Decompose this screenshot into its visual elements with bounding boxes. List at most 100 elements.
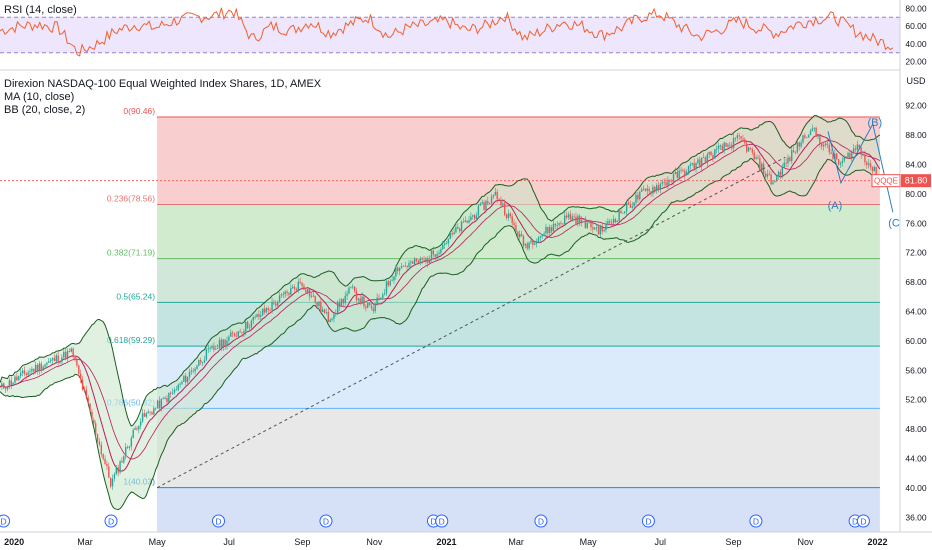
candle-body (695, 163, 697, 170)
candle-body (34, 364, 37, 372)
dividend-marker[interactable]: D (0, 514, 11, 528)
dividend-marker-label: D (645, 517, 651, 527)
candle-body (393, 276, 395, 281)
candle-body (635, 194, 637, 203)
candle-body (216, 348, 219, 349)
candle-body (156, 400, 159, 408)
dividend-marker-circle (856, 514, 870, 528)
candle-body (588, 220, 590, 223)
candle-body (205, 349, 208, 360)
candle-body (126, 447, 129, 448)
candle-body (269, 309, 271, 311)
candle-body (644, 188, 647, 191)
candle-body (537, 237, 540, 243)
price-axis[interactable]: 80.00 60.00 40.00 20.00 USD 92.00 88.00 84.00… (871, 0, 932, 532)
candle-body (487, 201, 489, 204)
candle-body (625, 202, 628, 212)
candle-body (731, 144, 733, 149)
dividend-marker[interactable]: D (104, 514, 118, 528)
dividend-marker[interactable]: D (212, 514, 226, 528)
candle-body (145, 413, 148, 417)
candle-body (243, 331, 245, 334)
candle-body (297, 281, 300, 291)
candle-body (177, 384, 179, 390)
candle-body (488, 203, 491, 205)
dividend-marker[interactable]: D (641, 514, 655, 528)
time-axis-tick: Jul (223, 537, 235, 547)
candle-body (64, 351, 67, 360)
candle-body (477, 205, 480, 216)
dividend-marker[interactable]: D (534, 514, 548, 528)
dividend-marker-label: D (538, 517, 544, 527)
candle-body (8, 380, 11, 387)
time-axis-tick: May (149, 537, 167, 547)
candle-body (659, 183, 662, 190)
candle-body (194, 368, 196, 372)
candle-body (295, 289, 298, 291)
candle-body (652, 186, 654, 194)
time-axis[interactable]: 2020 Mar May Jul Sep Nov 2021 Mar May Jul Sep Nov 20… (0, 531, 932, 550)
candle-body (33, 368, 35, 372)
candle-body (496, 191, 498, 200)
candle-body (845, 156, 847, 158)
candle-body (869, 163, 872, 168)
candle-body (404, 265, 406, 267)
dividend-marker[interactable]: D (435, 514, 449, 528)
rsi-pane (0, 7, 900, 57)
candle-body (211, 346, 213, 348)
candle-body (607, 221, 609, 224)
candle-body (549, 227, 551, 234)
candle-body (849, 152, 851, 159)
candle-body (822, 144, 825, 147)
candle-body (458, 228, 461, 232)
fib-label: 0(90.46) (123, 106, 155, 116)
candle-body (301, 283, 303, 286)
candle-body (413, 258, 416, 264)
dividend-marker-circle (104, 514, 118, 528)
candle-body (657, 185, 660, 190)
fib-label: 0.236(78.56) (107, 194, 155, 204)
candle-body (89, 403, 91, 412)
candle-body (192, 370, 194, 372)
candle-body (490, 196, 493, 204)
candle-body (36, 364, 39, 372)
candle-body (586, 222, 588, 229)
candle-body (867, 163, 870, 165)
bb-lower-line (0, 157, 881, 511)
dividend-marker[interactable]: D (749, 514, 763, 528)
wave-label-a: (A) (828, 200, 843, 212)
candle-body (273, 301, 275, 304)
candle-body (306, 289, 309, 293)
candle-body (582, 218, 585, 220)
candle-body (252, 317, 254, 321)
candle-body (609, 221, 611, 223)
candle-body (158, 400, 161, 409)
candle-body (687, 165, 690, 172)
dividend-marker[interactable]: D (856, 514, 870, 528)
candle-body (76, 359, 78, 366)
candle-body (55, 355, 57, 362)
dividend-marker-label: D (439, 517, 445, 527)
candle-body (153, 407, 155, 415)
time-axis-tick: Nov (798, 537, 815, 547)
candle-body (218, 339, 221, 349)
candle-body (160, 398, 163, 409)
candle-body (670, 181, 673, 183)
candle-body (517, 231, 519, 238)
candle-body (368, 302, 371, 306)
candle-body (18, 376, 20, 381)
candle-body (562, 223, 564, 225)
candle-body (100, 444, 103, 455)
candle-body (616, 220, 618, 223)
candle-body (132, 429, 134, 438)
candle-body (350, 287, 352, 289)
candle-body (449, 233, 451, 240)
dividend-marker-circle (749, 514, 763, 528)
candle-body (290, 287, 292, 295)
candle-body (532, 240, 534, 245)
rsi-axis-ticks: 80.00 60.00 40.00 20.00 (905, 3, 927, 66)
candle-body (267, 308, 269, 310)
dividend-marker-label: D (323, 517, 329, 527)
dividend-marker[interactable]: D (319, 514, 333, 528)
